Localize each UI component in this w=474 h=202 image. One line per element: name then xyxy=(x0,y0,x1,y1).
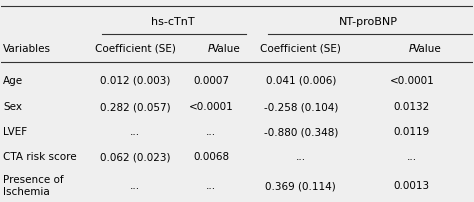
Text: 0.282 (0.057): 0.282 (0.057) xyxy=(100,102,171,112)
Text: CTA risk score: CTA risk score xyxy=(3,152,77,162)
Text: 0.369 (0.114): 0.369 (0.114) xyxy=(265,181,336,191)
Text: 0.0068: 0.0068 xyxy=(193,152,229,162)
Text: 0.0132: 0.0132 xyxy=(394,102,430,112)
Text: Value: Value xyxy=(412,44,441,54)
Text: <0.0001: <0.0001 xyxy=(189,102,233,112)
Text: 0.062 (0.023): 0.062 (0.023) xyxy=(100,152,171,162)
Text: hs-cTnT: hs-cTnT xyxy=(151,17,195,27)
Text: P: P xyxy=(208,44,214,54)
Text: Coefficient (SE): Coefficient (SE) xyxy=(260,44,341,54)
Text: 0.0013: 0.0013 xyxy=(394,181,430,191)
Text: Value: Value xyxy=(212,44,240,54)
Text: Coefficient (SE): Coefficient (SE) xyxy=(95,44,176,54)
Text: LVEF: LVEF xyxy=(3,127,27,137)
Text: ...: ... xyxy=(206,127,216,137)
Text: 0.012 (0.003): 0.012 (0.003) xyxy=(100,76,171,86)
Text: ...: ... xyxy=(206,181,216,191)
Text: 0.0119: 0.0119 xyxy=(394,127,430,137)
Text: NT-proBNP: NT-proBNP xyxy=(339,17,398,27)
Text: P: P xyxy=(409,44,415,54)
Text: 0.041 (0.006): 0.041 (0.006) xyxy=(265,76,336,86)
Text: Age: Age xyxy=(3,76,23,86)
Text: -0.258 (0.104): -0.258 (0.104) xyxy=(264,102,338,112)
Text: ...: ... xyxy=(130,181,140,191)
Text: ...: ... xyxy=(296,152,306,162)
Text: ...: ... xyxy=(407,152,417,162)
Text: ...: ... xyxy=(130,127,140,137)
Text: <0.0001: <0.0001 xyxy=(390,76,434,86)
Text: 0.0007: 0.0007 xyxy=(193,76,229,86)
Text: -0.880 (0.348): -0.880 (0.348) xyxy=(264,127,338,137)
Text: Sex: Sex xyxy=(3,102,22,112)
Text: Presence of
Ischemia: Presence of Ischemia xyxy=(3,176,64,197)
Text: Variables: Variables xyxy=(3,44,51,54)
